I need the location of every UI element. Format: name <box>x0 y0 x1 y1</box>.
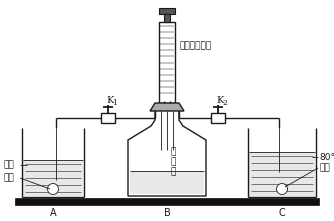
Bar <box>249 152 315 196</box>
Text: C: C <box>279 208 285 218</box>
Bar <box>211 113 225 123</box>
Text: A: A <box>50 208 56 218</box>
Text: 过氧化氢溶液: 过氧化氢溶液 <box>179 42 211 51</box>
Polygon shape <box>130 171 204 194</box>
Bar <box>23 160 83 196</box>
Bar <box>159 22 175 103</box>
Text: K: K <box>106 96 113 105</box>
Polygon shape <box>150 103 184 111</box>
Polygon shape <box>128 105 206 196</box>
Bar <box>15 198 319 205</box>
Text: 锰: 锰 <box>170 168 176 177</box>
Text: K: K <box>216 96 223 105</box>
Text: 80°C热水: 80°C热水 <box>319 152 334 162</box>
Text: 2: 2 <box>222 99 227 107</box>
Text: 冷水: 冷水 <box>3 160 14 170</box>
Bar <box>101 113 115 123</box>
Text: 化: 化 <box>170 158 176 166</box>
Text: 白磷: 白磷 <box>319 164 330 173</box>
Bar <box>159 8 175 14</box>
Circle shape <box>277 183 288 194</box>
Text: 白磷: 白磷 <box>3 173 14 183</box>
Bar <box>164 14 170 22</box>
Text: 氧: 氧 <box>170 147 176 156</box>
Text: B: B <box>164 208 170 218</box>
Text: 1: 1 <box>112 99 117 107</box>
Circle shape <box>47 183 58 194</box>
